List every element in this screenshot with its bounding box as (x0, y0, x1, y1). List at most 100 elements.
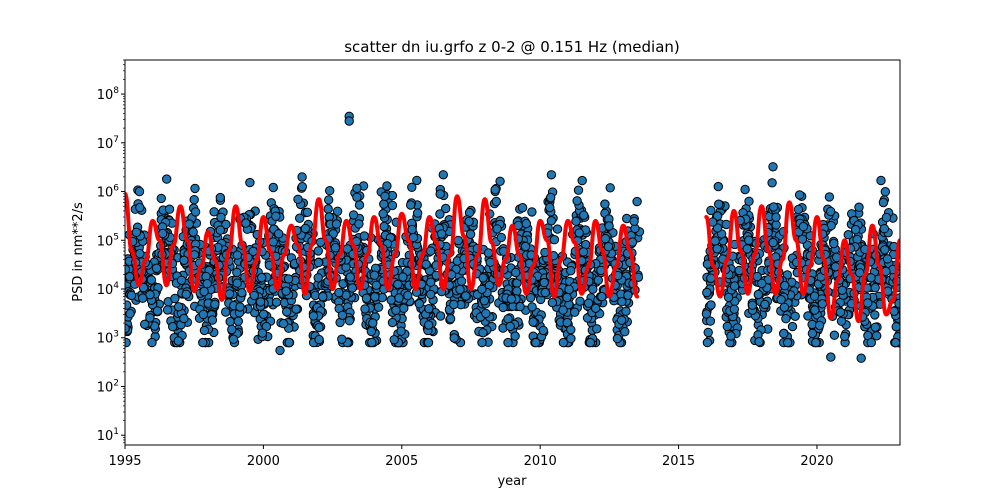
scatter-point (478, 328, 488, 338)
scatter-point (835, 307, 846, 317)
scatter-point (190, 207, 201, 217)
scatter-point (712, 244, 722, 254)
scatter-point (426, 246, 436, 256)
scatter-point (713, 181, 723, 192)
scatter-point (706, 300, 716, 310)
scatter-point (605, 183, 615, 193)
scatter-point (511, 267, 521, 278)
scatter-point (527, 207, 537, 217)
scatter-point (125, 308, 135, 319)
scatter-point (465, 229, 476, 239)
scatter-point (337, 310, 348, 320)
scatter-point (520, 241, 531, 252)
scatter-point (310, 290, 320, 301)
scatter-point (323, 204, 333, 214)
scatter-point (492, 224, 502, 234)
scatter-point (579, 210, 589, 220)
scatter-point (274, 229, 284, 239)
scatter-point (876, 175, 886, 186)
scatter-point (423, 337, 434, 348)
scatter-point (334, 287, 344, 298)
x-axis: 1995 2000 2005 2010 2015 2020 (108, 445, 834, 469)
scatter-point (811, 337, 821, 348)
scatter-point (572, 196, 582, 206)
scatter-point (546, 216, 557, 226)
scatter-point (347, 283, 357, 293)
scatter-point (767, 178, 777, 188)
scatter-point (314, 322, 324, 333)
scatter-point (387, 317, 398, 328)
scatter-point (367, 337, 377, 348)
scatter-point (378, 209, 388, 219)
scatter-point (570, 307, 580, 317)
scatter-point (179, 313, 189, 324)
scatter-point (435, 189, 445, 199)
scatter-point (232, 278, 242, 288)
scatter-point (232, 267, 242, 278)
scatter-point (546, 170, 557, 180)
scatter-point (455, 284, 465, 295)
scatter-point (324, 195, 334, 205)
scatter-point (314, 334, 324, 345)
scatter-point (325, 186, 335, 196)
scatter-point (361, 293, 372, 303)
scatter-point (199, 325, 210, 336)
scatter-point (379, 221, 389, 232)
scatter-point (125, 300, 132, 310)
scatter-point (224, 289, 235, 299)
scatter-point (313, 273, 323, 283)
scatter-point (571, 216, 581, 226)
scatter-point (552, 224, 563, 234)
scatter-point (412, 208, 423, 218)
scatter-point (890, 337, 900, 348)
scatter-point (836, 316, 847, 326)
scatter-point (147, 337, 157, 348)
scatter-point (228, 334, 239, 344)
scatter-point (461, 291, 471, 301)
scatter-point (398, 272, 408, 282)
scatter-point (870, 283, 880, 293)
chart-title: scatter dn iu.grfo z 0-2 @ 0.151 Hz (med… (344, 38, 680, 56)
scatter-point (512, 286, 522, 296)
y-axis-label: PSD in nm**2/s (71, 202, 86, 302)
scatter-point (712, 211, 723, 221)
scatter-point (438, 170, 448, 180)
scatter-point (506, 294, 517, 304)
scatter-point (382, 181, 392, 191)
scatter-point (232, 250, 243, 260)
scatter-point (810, 305, 820, 315)
scatter-point (714, 199, 724, 209)
scatter-point (189, 195, 199, 205)
scatter-point (282, 307, 292, 317)
scatter-point (407, 182, 417, 193)
scatter-point (278, 318, 289, 329)
scatter-point (359, 231, 369, 241)
scatter-point (179, 255, 189, 265)
scatter-point (729, 281, 740, 291)
scatter-point (337, 334, 347, 344)
scatter-point (558, 337, 569, 348)
scatter-point (826, 352, 836, 362)
scatter-point (722, 321, 732, 332)
scatter-point (793, 204, 804, 215)
median-line-segment (704, 200, 900, 324)
scatter-point (578, 247, 589, 257)
scatter-point (477, 337, 487, 348)
scatter-point (221, 307, 231, 317)
scatter-point (829, 330, 840, 340)
scatter-point (424, 304, 434, 314)
x-axis-label: year (497, 474, 527, 489)
scatter-point (283, 274, 294, 284)
scatter-point (742, 244, 752, 254)
scatter-point (152, 306, 163, 316)
scatter-point (227, 324, 237, 335)
scatter-point (181, 289, 191, 299)
scatter-point (275, 345, 285, 356)
scatter-point (870, 310, 880, 320)
scatter-point (332, 206, 343, 217)
scatter-point (879, 224, 889, 234)
scatter-point (151, 263, 162, 273)
scatter-point (249, 290, 259, 301)
scatter-point (464, 216, 474, 227)
scatter-point (701, 309, 712, 319)
